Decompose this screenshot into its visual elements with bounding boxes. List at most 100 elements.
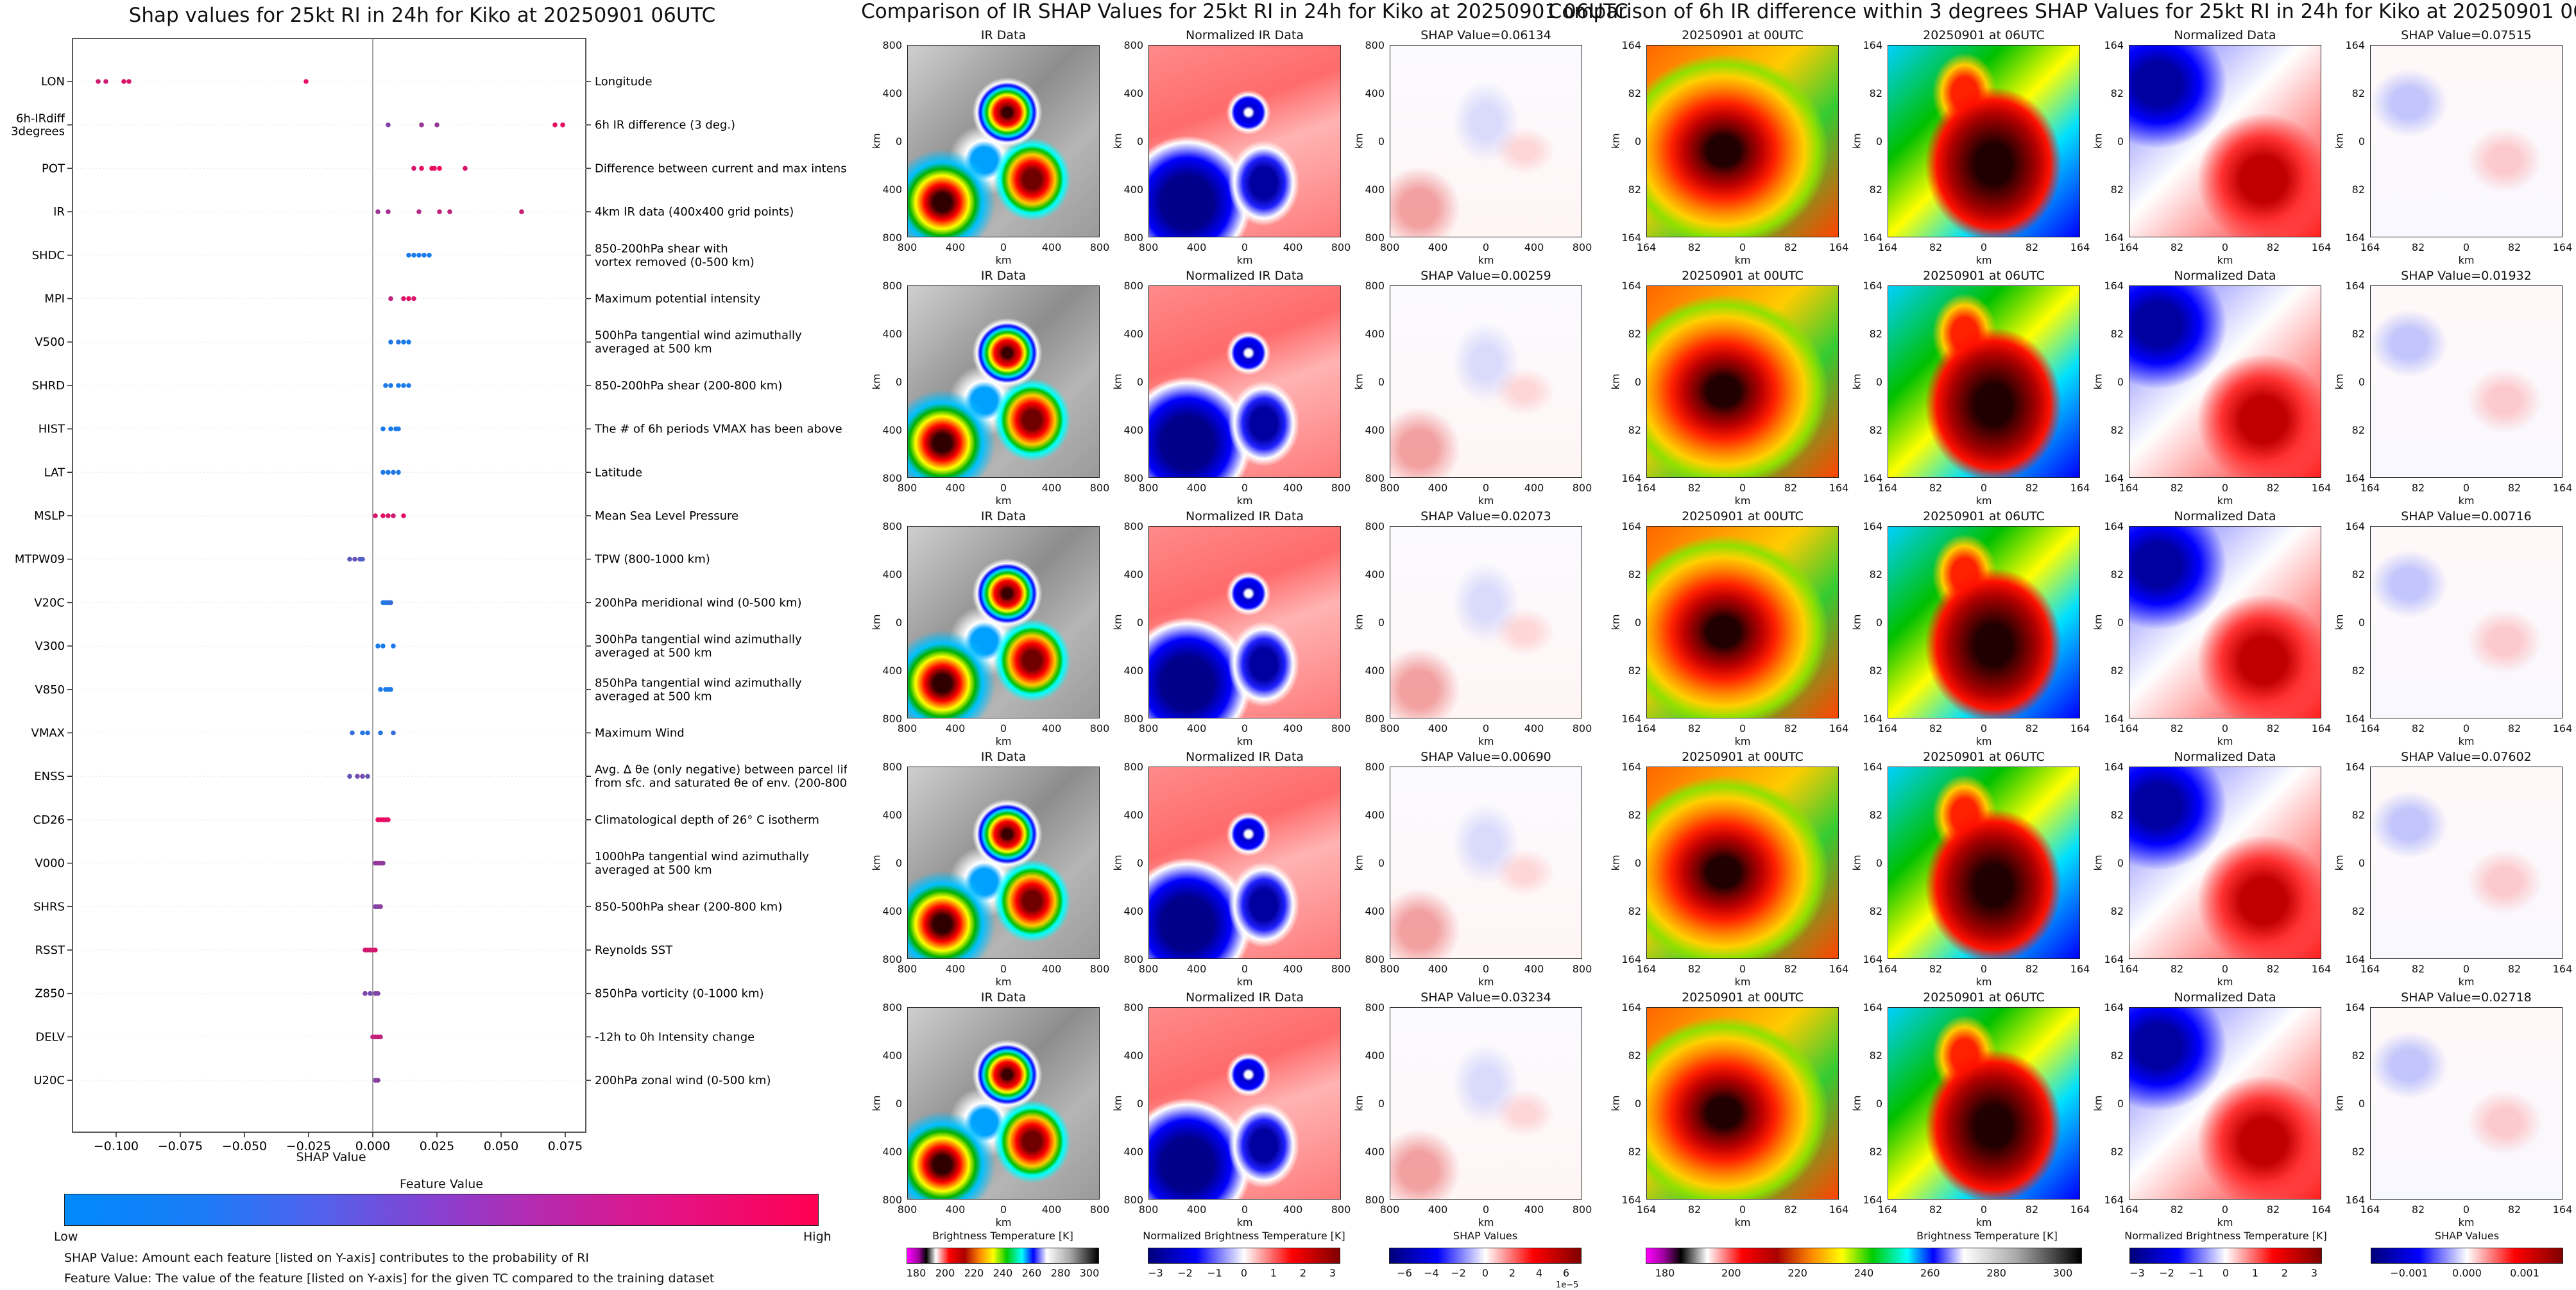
x-tick-label: 82 xyxy=(1784,482,1798,494)
feature-label: V300 xyxy=(35,640,65,653)
y-tick-label: 400 xyxy=(1365,568,1385,581)
y-tick-label: 164 xyxy=(1863,39,1882,51)
x-tick-label: 164 xyxy=(1877,1203,1898,1216)
x-tick-label: 164 xyxy=(1829,1203,1849,1216)
y-tick-label: 0 xyxy=(2117,135,2124,148)
shap-point xyxy=(388,339,393,344)
x-tick-label: 0 xyxy=(1482,963,1490,975)
feature-label: 6h-IRdiff xyxy=(16,112,65,126)
y-tick-label: 82 xyxy=(2351,665,2365,677)
y-axis-unit: km xyxy=(1352,373,1365,390)
feature-label: RSST xyxy=(35,944,65,957)
y-tick-label: 0 xyxy=(2358,135,2365,148)
x-tick-label: 164 xyxy=(2311,722,2332,734)
normalized-ir-data-title: Normalized IR Data xyxy=(1186,990,1304,1005)
feature-description: 200hPa meridional wind (0-500 km) xyxy=(595,596,801,609)
x-tick-label: 82 xyxy=(2266,963,2280,975)
colorbar-tick-label: 0 xyxy=(1240,1267,1248,1279)
y-tick-label: 800 xyxy=(1123,1194,1143,1206)
y-tick-label: 400 xyxy=(882,183,902,196)
y-tick-label: 800 xyxy=(1365,953,1385,965)
colorbar-tick-label: 220 xyxy=(1787,1267,1807,1279)
shap-point xyxy=(416,253,422,258)
x-axis-unit: km xyxy=(2458,1216,2475,1228)
x-tick-label: 0 xyxy=(1739,722,1746,734)
colorbar-tick-label: −2 xyxy=(1177,1267,1193,1279)
y-tick-label: 800 xyxy=(1123,39,1143,51)
x-tick-label: 82 xyxy=(2266,1203,2280,1216)
x-tick-label: 0 xyxy=(1000,722,1007,734)
y-tick-label: 0 xyxy=(1136,616,1143,629)
colorbar-tick-label: −1 xyxy=(1207,1267,1222,1279)
y-tick-label: 82 xyxy=(2110,328,2124,340)
feature-description: Mean Sea Level Pressure xyxy=(595,509,738,523)
x-axis-unit: km xyxy=(1236,495,1253,507)
x-tick-label: 164 xyxy=(1877,963,1898,975)
feature-description: from sfc. and saturated θe of env. (200-… xyxy=(595,777,847,790)
feature-label: DELV xyxy=(35,1030,65,1044)
y-axis-unit: km xyxy=(2092,614,2104,631)
colorbar-tick-label: −2 xyxy=(1451,1267,1466,1279)
ir-data-image xyxy=(907,45,1100,237)
colorbar-tick-label: 2 xyxy=(1299,1267,1307,1279)
x-axis-unit: km xyxy=(2217,735,2233,747)
feature-label: ENSS xyxy=(34,770,65,783)
normalized-ir-data-title: Normalized IR Data xyxy=(1186,750,1304,764)
shap-point xyxy=(126,79,132,84)
x-tick-label: 400 xyxy=(945,1203,966,1216)
ir-comparison-title: Comparison of IR SHAP Values for 25kt RI… xyxy=(861,0,1628,23)
ir-00utc-title: 20250901 at 00UTC xyxy=(1682,750,1804,764)
feature-label: SHRD xyxy=(32,379,65,393)
feature-label: VMAX xyxy=(31,727,65,740)
x-tick-label: 400 xyxy=(1041,722,1062,734)
mid-shap-colorbar xyxy=(1389,1248,1582,1264)
x-tick-label: 164 xyxy=(2311,482,2332,494)
y-axis-unit: km xyxy=(1609,614,1622,631)
y-tick-label: 800 xyxy=(1365,520,1385,532)
right-shap-colorbar xyxy=(2371,1248,2563,1264)
y-tick-label: 800 xyxy=(1365,713,1385,725)
irdiff-normalized-image xyxy=(2129,526,2321,718)
x-axis-unit: km xyxy=(1478,254,1494,266)
shap-point xyxy=(434,122,439,128)
y-tick-label: 164 xyxy=(1863,713,1882,725)
x-tick-label: 800 xyxy=(1331,241,1351,253)
x-axis-unit: km xyxy=(1734,254,1751,266)
shap-point xyxy=(386,513,391,518)
y-tick-label: 400 xyxy=(882,1049,902,1062)
y-tick-label: 164 xyxy=(2104,953,2124,965)
x-tick-label: 0 xyxy=(1482,482,1490,494)
mid-cb3-exponent: 1e−5 xyxy=(1556,1280,1579,1290)
shap-point xyxy=(386,122,391,128)
x-tick-label: 800 xyxy=(1331,722,1351,734)
x-tick-label: 400 xyxy=(1283,963,1303,975)
y-tick-label: 400 xyxy=(1365,328,1385,340)
x-axis-unit: km xyxy=(1236,976,1253,988)
x-tick-label: 400 xyxy=(1524,241,1544,253)
x-tick-label: 82 xyxy=(2411,963,2425,975)
shap-point xyxy=(96,79,101,84)
y-tick-label: 0 xyxy=(1634,376,1641,388)
y-tick-label: 82 xyxy=(1869,183,1882,196)
shap-point xyxy=(463,165,468,171)
irdiff-shap-map-title: SHAP Value=0.00716 xyxy=(2401,509,2532,523)
x-tick-label: 800 xyxy=(1138,722,1159,734)
shap-point xyxy=(121,79,126,84)
x-tick-label: 800 xyxy=(1572,241,1592,253)
colorbar-tick-label: −0.001 xyxy=(2390,1267,2428,1279)
y-tick-label: 82 xyxy=(2351,87,2365,99)
x-tick-label: 400 xyxy=(1524,963,1544,975)
ir-data-title: IR Data xyxy=(980,269,1027,283)
shap-point xyxy=(365,730,370,736)
x-tick-label: 800 xyxy=(1379,482,1400,494)
x-axis-unit: km xyxy=(2217,495,2233,507)
x-axis-unit: km xyxy=(2458,735,2475,747)
colorbar-tick-label: 6 xyxy=(1562,1267,1570,1279)
y-tick-label: 800 xyxy=(1365,1001,1385,1014)
feature-description: 200hPa zonal wind (0-500 km) xyxy=(595,1074,771,1087)
y-tick-label: 800 xyxy=(882,39,902,51)
right-cb2-label: Normalized Brightness Temperature [K] xyxy=(2124,1230,2327,1242)
ir-shap-map-image xyxy=(1390,285,1582,478)
colorbar-tick-label: 240 xyxy=(993,1267,1013,1279)
shap-point xyxy=(391,470,396,475)
